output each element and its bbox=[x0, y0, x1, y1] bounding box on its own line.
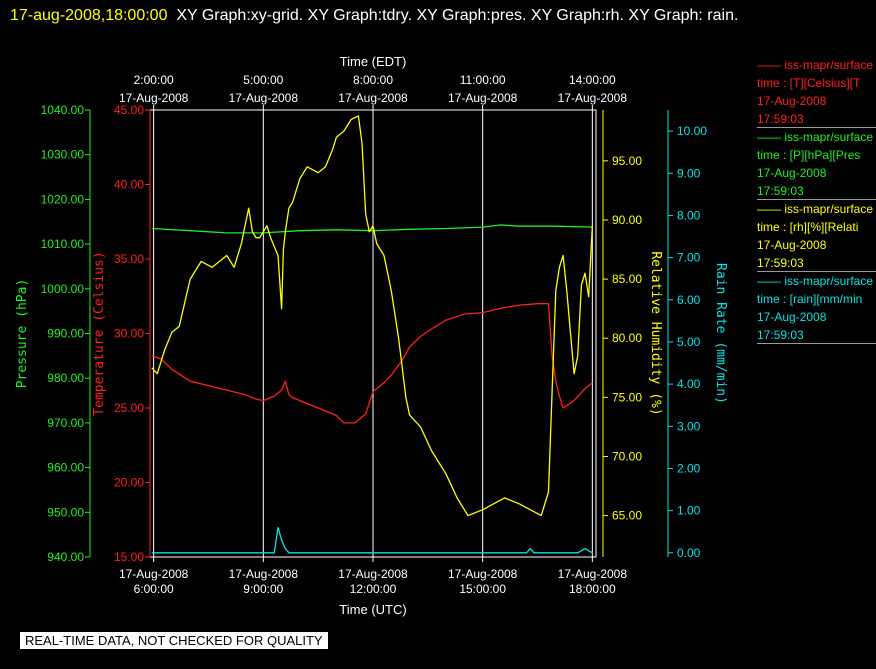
x-bottom-tick-date: 17-Aug-2008 bbox=[338, 567, 408, 581]
pressure-tick-label: 1000.00 bbox=[41, 282, 85, 296]
humidity-tick-label: 70.00 bbox=[612, 449, 642, 463]
legend-source: —— iss-mapr/surface bbox=[757, 274, 874, 288]
pressure-axis-label: Pressure (hPa) bbox=[15, 279, 30, 389]
pressure-series-line bbox=[151, 224, 593, 234]
x-bottom-tick-time: 12:00:00 bbox=[350, 582, 397, 596]
pressure-tick-label: 980.00 bbox=[47, 371, 84, 385]
temperature-tick-label: 40.00 bbox=[114, 178, 144, 192]
legend-date: 17-Aug-2008 bbox=[757, 94, 827, 108]
x-top-tick-time: 5:00:00 bbox=[243, 73, 283, 87]
x-top-tick-time: 2:00:00 bbox=[134, 73, 174, 87]
rain-tick-label: 0.00 bbox=[677, 546, 701, 560]
humidity-tick-label: 95.00 bbox=[612, 154, 642, 168]
rain-tick-label: 9.00 bbox=[677, 166, 701, 180]
x-top-axis-label: Time (EDT) bbox=[340, 54, 407, 69]
legend-field: time : [T][Celsius][T bbox=[757, 76, 861, 90]
legend-separator bbox=[757, 271, 876, 272]
pressure-tick-label: 990.00 bbox=[47, 327, 84, 341]
x-bottom-tick-date: 17-Aug-2008 bbox=[448, 567, 518, 581]
rain-tick-label: 8.00 bbox=[677, 208, 701, 222]
x-top-tick-time: 8:00:00 bbox=[353, 73, 393, 87]
rain-axis-label: Rain Rate (mm/min) bbox=[713, 263, 728, 404]
humidity-series-line bbox=[151, 115, 593, 517]
humidity-tick-label: 90.00 bbox=[612, 213, 642, 227]
legend-entry: —— iss-mapr/surface time : [T][Celsius][T… bbox=[757, 56, 876, 128]
pressure-tick-label: 1030.00 bbox=[41, 148, 85, 162]
x-top-tick-date: 17-Aug-2008 bbox=[229, 91, 299, 105]
x-top-tick-time: 14:00:00 bbox=[569, 73, 616, 87]
title-graph-list: XY Graph:xy-grid. XY Graph:tdry. XY Grap… bbox=[176, 7, 739, 24]
legend-field: time : [rain][mm/min bbox=[757, 292, 863, 306]
pressure-tick-label: 950.00 bbox=[47, 505, 84, 519]
legend-date: 17-Aug-2008 bbox=[757, 238, 827, 252]
rain-tick-label: 1.00 bbox=[677, 504, 701, 518]
x-bottom-tick-time: 6:00:00 bbox=[134, 582, 174, 596]
rain-tick-label: 7.00 bbox=[677, 251, 701, 265]
legend-separator bbox=[757, 199, 876, 200]
x-top-tick-date: 17-Aug-2008 bbox=[338, 91, 408, 105]
x-bottom-axis-label: Time (UTC) bbox=[339, 602, 406, 617]
legend-entry: —— iss-mapr/surface time : [rain][mm/min 1… bbox=[757, 272, 876, 344]
x-top-tick-time: 11:00:00 bbox=[460, 73, 506, 87]
x-bottom-tick-date: 17-Aug-2008 bbox=[119, 567, 189, 581]
legend-date: 17-Aug-2008 bbox=[757, 166, 827, 180]
legend-date: 17-Aug-2008 bbox=[757, 310, 827, 324]
rain-tick-label: 6.00 bbox=[677, 293, 701, 307]
x-bottom-tick-time: 15:00:00 bbox=[459, 582, 506, 596]
legend-source: —— iss-mapr/surface bbox=[757, 202, 874, 216]
temperature-series-line bbox=[151, 303, 593, 424]
x-bottom-tick-time: 18:00:00 bbox=[569, 582, 616, 596]
temperature-tick-label: 45.00 bbox=[114, 103, 144, 117]
pressure-tick-label: 1020.00 bbox=[41, 192, 85, 206]
legend-field: time : [rh][%][Relati bbox=[757, 220, 859, 234]
legend-separator bbox=[757, 343, 876, 344]
x-bottom-tick-date: 17-Aug-2008 bbox=[558, 567, 628, 581]
rain-series-line bbox=[151, 526, 593, 554]
rain-tick-label: 2.00 bbox=[677, 461, 701, 475]
temperature-tick-label: 35.00 bbox=[114, 252, 144, 266]
pressure-tick-label: 970.00 bbox=[47, 416, 84, 430]
legend-field: time : [P][hPa][Pres bbox=[757, 148, 861, 162]
rain-tick-label: 4.00 bbox=[677, 377, 701, 391]
temperature-tick-label: 30.00 bbox=[114, 327, 144, 341]
rain-tick-label: 3.00 bbox=[677, 419, 701, 433]
pressure-tick-label: 960.00 bbox=[47, 461, 84, 475]
temperature-tick-label: 25.00 bbox=[114, 401, 144, 415]
x-top-tick-date: 17-Aug-2008 bbox=[448, 91, 518, 105]
legend-time: 17:59:03 bbox=[757, 256, 804, 270]
temperature-tick-label: 20.00 bbox=[114, 476, 144, 490]
x-bottom-tick-date: 17-Aug-2008 bbox=[229, 567, 299, 581]
humidity-axis-label: Relative Humidity (%) bbox=[648, 251, 663, 415]
legend-entry: —— iss-mapr/surface time : [P][hPa][Pres 1… bbox=[757, 128, 876, 200]
humidity-tick-label: 75.00 bbox=[612, 390, 642, 404]
humidity-tick-label: 85.00 bbox=[612, 272, 642, 286]
pressure-tick-label: 940.00 bbox=[47, 550, 84, 564]
legend-source: —— iss-mapr/surface bbox=[757, 130, 874, 144]
rain-tick-label: 5.00 bbox=[677, 335, 701, 349]
legend-time: 17:59:03 bbox=[757, 328, 804, 342]
quality-banner: REAL-TIME DATA, NOT CHECKED FOR QUALITY bbox=[20, 632, 328, 649]
rain-tick-label: 10.00 bbox=[677, 124, 707, 138]
title-timestamp: 17-aug-2008,18:00:00 bbox=[10, 7, 168, 24]
humidity-tick-label: 80.00 bbox=[612, 331, 642, 345]
pressure-tick-label: 1010.00 bbox=[41, 237, 85, 251]
title-line: 17-aug-2008,18:00:00 XY Graph:xy-grid. X… bbox=[10, 2, 870, 30]
x-bottom-tick-time: 9:00:00 bbox=[243, 582, 283, 596]
humidity-tick-label: 65.00 bbox=[612, 509, 642, 523]
temperature-tick-label: 15.00 bbox=[114, 550, 144, 564]
pressure-tick-label: 1040.00 bbox=[41, 103, 85, 117]
x-top-tick-date: 17-Aug-2008 bbox=[558, 91, 628, 105]
x-top-tick-date: 17-Aug-2008 bbox=[119, 91, 189, 105]
legend-separator bbox=[757, 127, 876, 128]
legend-time: 17:59:03 bbox=[757, 112, 804, 126]
temperature-axis-label: Temperature (Celsius) bbox=[92, 251, 107, 415]
legend-time: 17:59:03 bbox=[757, 184, 804, 198]
legend-entry: —— iss-mapr/surface time : [rh][%][Relati… bbox=[757, 200, 876, 272]
legend-source: —— iss-mapr/surface bbox=[757, 58, 874, 72]
